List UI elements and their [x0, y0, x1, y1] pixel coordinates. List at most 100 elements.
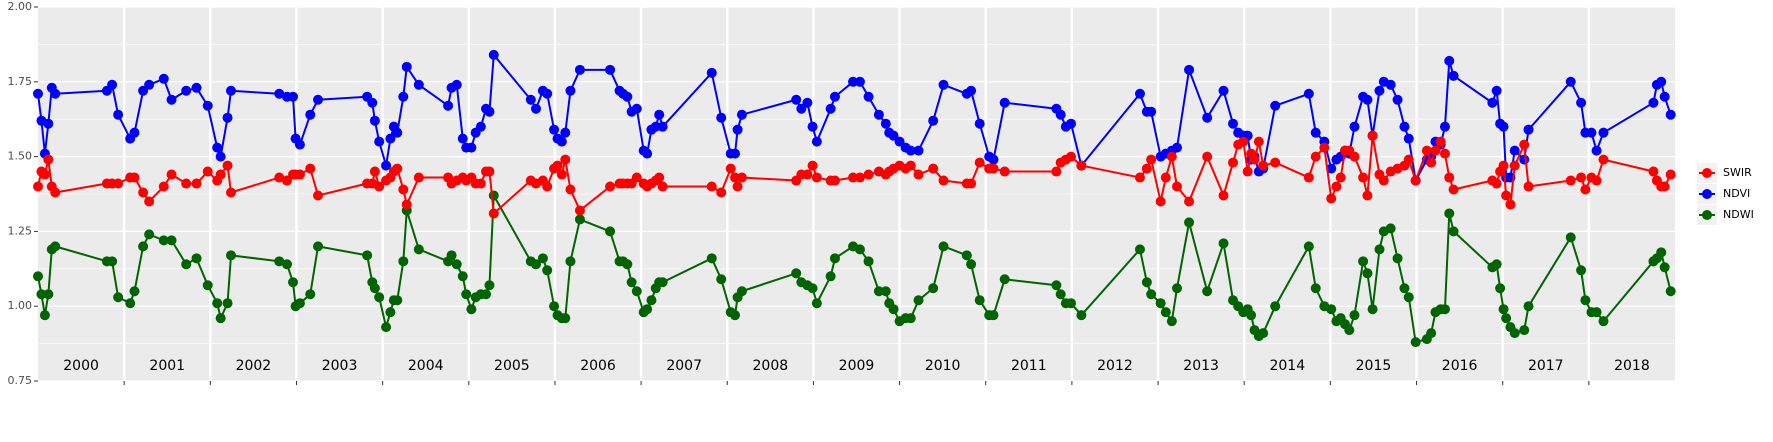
- data-point: [1509, 328, 1520, 339]
- data-point: [1523, 301, 1534, 312]
- data-point: [988, 310, 999, 321]
- data-point: [1055, 289, 1066, 300]
- data-point: [654, 172, 665, 183]
- data-point: [33, 181, 43, 192]
- data-point: [225, 85, 236, 96]
- data-point: [202, 166, 213, 177]
- year-label: 2018: [1614, 358, 1650, 374]
- data-point: [1385, 79, 1396, 90]
- y-tick-label: 0.75: [8, 374, 33, 387]
- data-point: [549, 301, 560, 312]
- data-point: [488, 49, 499, 60]
- data-point: [999, 166, 1010, 177]
- data-point: [642, 148, 653, 159]
- data-point: [791, 94, 802, 105]
- data-point: [1166, 151, 1177, 162]
- data-point: [222, 298, 233, 309]
- data-point: [191, 82, 202, 93]
- data-point: [166, 235, 177, 246]
- data-point: [905, 145, 916, 156]
- data-point: [212, 142, 223, 153]
- data-point: [716, 187, 727, 198]
- data-point: [961, 250, 972, 261]
- data-point: [1319, 142, 1330, 153]
- data-point: [484, 280, 495, 291]
- data-point: [488, 190, 499, 201]
- data-point: [928, 115, 939, 126]
- year-label: 2005: [494, 358, 530, 374]
- data-point: [1146, 106, 1157, 117]
- data-point: [1498, 160, 1509, 171]
- year-label: 2006: [580, 358, 616, 374]
- data-point: [215, 169, 226, 180]
- data-point: [225, 187, 236, 198]
- data-point: [1172, 283, 1183, 294]
- data-point: [1659, 91, 1670, 102]
- data-point: [854, 244, 865, 255]
- data-point: [716, 112, 727, 123]
- year-label: 2015: [1356, 358, 1392, 374]
- data-point: [873, 109, 884, 120]
- data-point: [1392, 253, 1403, 264]
- data-point: [1399, 121, 1410, 132]
- data-point: [974, 157, 985, 168]
- year-label: 2010: [925, 358, 961, 374]
- data-point: [1648, 97, 1659, 108]
- data-point: [706, 181, 717, 192]
- data-point: [1491, 85, 1502, 96]
- data-point: [305, 289, 316, 300]
- data-point: [542, 265, 553, 276]
- data-point: [556, 136, 567, 147]
- data-point: [398, 91, 409, 102]
- data-point: [1258, 328, 1269, 339]
- data-point: [848, 76, 859, 87]
- data-point: [1238, 136, 1249, 147]
- data-point: [605, 226, 616, 237]
- data-point: [1430, 145, 1441, 156]
- year-label: 2013: [1183, 358, 1219, 374]
- data-point: [1358, 172, 1369, 183]
- data-point: [385, 307, 396, 318]
- data-point: [1270, 301, 1281, 312]
- data-point: [1218, 85, 1229, 96]
- data-point: [488, 208, 499, 219]
- data-point: [1374, 244, 1385, 255]
- data-point: [626, 277, 637, 288]
- data-point: [1491, 178, 1502, 189]
- data-point: [1598, 316, 1609, 327]
- data-point: [1228, 157, 1239, 168]
- data-point: [565, 85, 576, 96]
- legend-label: NDVI: [1723, 187, 1750, 200]
- data-point: [1586, 127, 1597, 138]
- data-point: [1656, 76, 1667, 87]
- data-point: [1565, 175, 1576, 186]
- data-point: [530, 259, 541, 270]
- data-point: [1349, 310, 1360, 321]
- data-point: [484, 166, 495, 177]
- data-point: [484, 106, 495, 117]
- data-point: [305, 163, 316, 174]
- data-point: [144, 79, 155, 90]
- data-point: [1374, 85, 1385, 96]
- data-point: [807, 283, 818, 294]
- data-point: [1598, 127, 1609, 138]
- data-point: [1362, 94, 1373, 105]
- data-point: [294, 169, 305, 180]
- data-point: [1066, 298, 1077, 309]
- data-point: [1326, 304, 1337, 315]
- data-point: [657, 181, 668, 192]
- data-point: [1399, 283, 1410, 294]
- data-point: [736, 172, 747, 183]
- data-point: [736, 286, 747, 297]
- data-point: [1358, 256, 1369, 267]
- data-point: [807, 121, 818, 132]
- data-point: [1392, 94, 1403, 105]
- data-point: [369, 166, 380, 177]
- data-point: [1659, 262, 1670, 273]
- year-label: 2014: [1269, 358, 1305, 374]
- data-point: [158, 73, 169, 84]
- data-point: [938, 241, 949, 252]
- data-point: [1155, 298, 1166, 309]
- data-point: [791, 268, 802, 279]
